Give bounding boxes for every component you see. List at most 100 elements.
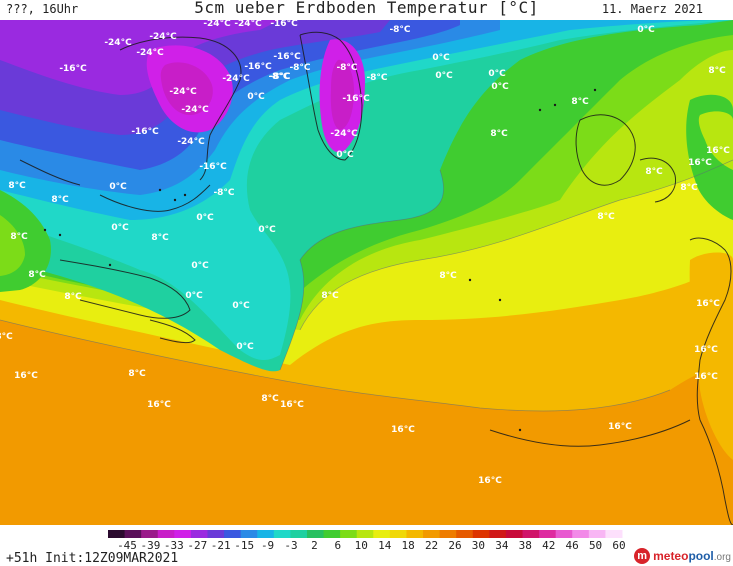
colorbar-swatch (257, 530, 275, 538)
colorbar-swatch (605, 530, 623, 538)
colorbar-tick-label: 10 (354, 539, 368, 552)
isotherm-label: 8°C (128, 369, 146, 379)
isotherm-label: -24°C (234, 20, 262, 29)
isotherm-label: 16°C (147, 400, 171, 410)
colorbar-swatch (572, 530, 590, 538)
run-info: +51h Init:12Z09MAR2021 (6, 551, 179, 566)
colorbar-swatch (489, 530, 507, 538)
isotherm-label: -8°C (336, 63, 357, 73)
isotherm-label: -24°C (149, 32, 177, 42)
location-label: ???, 16Uhr (6, 2, 79, 16)
isotherm-label: 8°C (490, 129, 508, 139)
isotherm-label: 0°C (491, 82, 509, 92)
isotherm-label: 8°C (51, 195, 69, 205)
isotherm-label: -16°C (59, 64, 87, 74)
colorbar-tick-label: 34 (495, 539, 509, 552)
isotherm-label: 8°C (151, 233, 169, 243)
isotherm-label: -16°C (270, 20, 298, 29)
isotherm-label: 8°C (10, 232, 28, 242)
logo-icon: m (634, 548, 651, 564)
isotherm-label: 8°C (321, 291, 339, 301)
zone-iberia-warm (689, 252, 733, 460)
isotherm-label: -8°C (213, 188, 234, 198)
isotherm-label: -8°C (289, 63, 310, 73)
colorbar-swatch (323, 530, 341, 538)
colorbar-swatch (588, 530, 606, 538)
isotherm-label: -24°C (136, 48, 164, 58)
colorbar-tick-label: 26 (448, 539, 462, 552)
isotherm-label: -16°C (273, 52, 301, 62)
isotherm-label: -24°C (181, 105, 209, 115)
isotherm-label: 0°C (185, 291, 203, 301)
isotherm-label: -24°C (330, 129, 358, 139)
isotherm-label: 0°C (637, 25, 655, 35)
colorbar-tick-label: 14 (378, 539, 392, 552)
colorbar-swatch (423, 530, 441, 538)
colorbar-swatch (373, 530, 391, 538)
colorbar-tick-label: -21 (210, 539, 231, 552)
isotherm-label: 16°C (391, 425, 415, 435)
isotherm-label: 0°C (236, 342, 254, 352)
isotherm-line (0, 319, 671, 412)
colorbar-swatch (124, 530, 142, 538)
colorbar-swatch (472, 530, 490, 538)
isotherm-label: 0°C (109, 182, 127, 192)
colorbar-swatch (157, 530, 175, 538)
isotherm-label: 16°C (478, 476, 502, 486)
isotherm-label: 0°C (247, 92, 265, 102)
isotherm-label: 16°C (706, 146, 730, 156)
isotherm-label: 0°C (111, 223, 129, 233)
isotherm-label: -16°C (342, 94, 370, 104)
map-title: 5cm ueber Erdboden Temperatur [°C] (194, 0, 539, 17)
colorbar-tick-label: 42 (542, 539, 556, 552)
colorbar-swatch (273, 530, 291, 538)
isotherm-label: 8°C (261, 394, 279, 404)
colorbar-tick-label: -39 (140, 539, 161, 552)
isotherm-label: 0°C (196, 213, 214, 223)
isotherm-label: 8°C (439, 271, 457, 281)
isotherm-label: 0°C (336, 150, 354, 160)
colorbar-tick-label: 18 (401, 539, 415, 552)
colorbar-swatch (240, 530, 258, 538)
colorbar-swatch (555, 530, 573, 538)
isotherm-label: -8°C (389, 25, 410, 35)
colorbar-tick-label: -15 (234, 539, 255, 552)
isotherm-label: 0°C (258, 225, 276, 235)
colorbar-swatch (539, 530, 557, 538)
colorbar-swatch (224, 530, 242, 538)
isotherm-line (299, 159, 733, 331)
isotherm-label: 8°C (645, 167, 663, 177)
colorbar-swatch (456, 530, 474, 538)
isotherm-label: 16°C (280, 400, 304, 410)
isotherm-label: -24°C (104, 38, 132, 48)
isotherm-label: -8°C (366, 73, 387, 83)
isotherm-label: 16°C (694, 345, 718, 355)
isotherm-label: 0°C (232, 301, 250, 311)
colorbar-tick-label: -9 (260, 539, 275, 552)
coastlines (19, 31, 733, 525)
isotherm-label: -24°C (177, 137, 205, 147)
colorbar-tick-label: 30 (471, 539, 486, 552)
isotherm-label: -16°C (199, 162, 227, 172)
zone-greenland-coldest (160, 62, 213, 115)
isotherm-label: 16°C (694, 372, 718, 382)
zone-europe-yellow (698, 111, 733, 170)
isotherm-label: -8°C (269, 72, 290, 82)
colorbar-swatch (356, 530, 374, 538)
meteopool-logo[interactable]: m meteopool.org (634, 547, 731, 565)
isotherm-label: -24°C (169, 87, 197, 97)
colorbar-tick-label: 2 (311, 539, 318, 552)
isotherm-label: 16°C (14, 371, 38, 381)
footer: -45 -39 -33 -27 -21 -15 -9 -3 2 6 10 14 18 22 26 30 34 38… (0, 525, 733, 566)
isotherm-label: -24°C (222, 74, 250, 84)
colorbar-swatch (522, 530, 540, 538)
isotherm-label: 8°C (708, 66, 726, 76)
colorbar-swatch (340, 530, 358, 538)
isotherm-label: -8°C (268, 72, 289, 82)
colorbar-swatch (190, 530, 208, 538)
isotherm-label: 0°C (435, 71, 453, 81)
colorbar-tick-label: -33 (163, 539, 184, 552)
colorbar-tick-label: -27 (187, 539, 208, 552)
isotherm-label: 8°C (28, 270, 46, 280)
temperature-map: -24°C-24°C-24°C -24°C -16°C-24°C -16°C-8°C-… (0, 20, 733, 525)
